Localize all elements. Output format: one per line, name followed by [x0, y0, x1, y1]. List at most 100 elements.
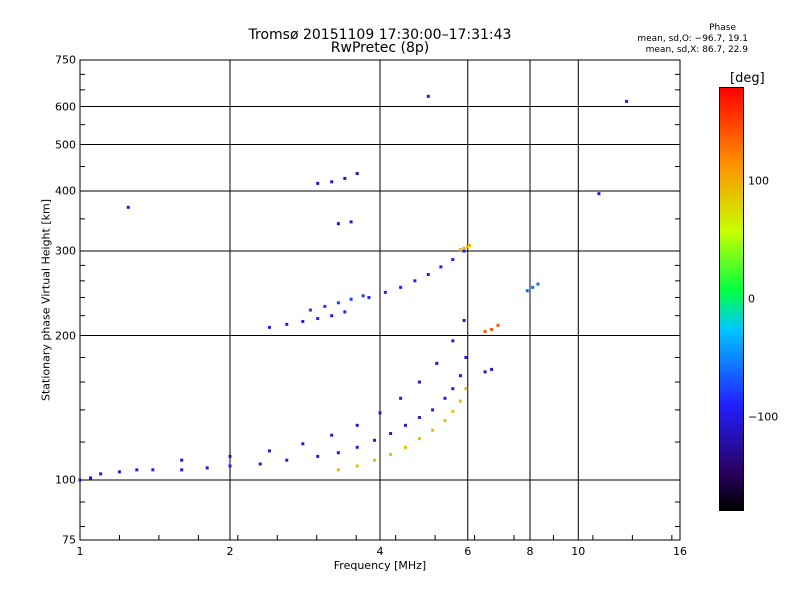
x-axis-label: Frequency [MHz] [333, 559, 427, 572]
data-point [413, 279, 417, 283]
data-point [417, 437, 421, 441]
x-tick-label: 1 [76, 545, 84, 558]
colorbar-tick-label: −100 [748, 410, 779, 424]
y-tick-label: 75 [62, 533, 76, 547]
data-point [373, 458, 377, 462]
data-point [135, 468, 139, 472]
data-point [403, 423, 407, 427]
data-point [451, 339, 455, 343]
data-point [458, 374, 462, 378]
data-point [228, 464, 232, 468]
data-point [597, 192, 601, 196]
data-point [285, 458, 289, 462]
data-point [330, 180, 334, 184]
data-point [466, 245, 470, 249]
data-point [316, 181, 320, 185]
data-point [78, 478, 82, 482]
data-point [458, 248, 462, 252]
data-point [451, 258, 455, 262]
data-point [343, 176, 347, 180]
data-point [330, 433, 334, 437]
data-point [451, 409, 455, 413]
y-tick-label: 600 [55, 100, 76, 114]
data-point [89, 476, 93, 480]
data-point [462, 318, 466, 322]
data-point [496, 323, 500, 327]
data-point [389, 432, 393, 436]
x-tick-label: 16 [673, 545, 687, 558]
data-point [336, 468, 340, 472]
y-tick-label: 400 [55, 184, 76, 198]
data-point [378, 411, 382, 415]
data-point [355, 445, 359, 449]
data-point [343, 310, 347, 314]
x-tick-label: 10 [571, 545, 586, 558]
data-point [151, 468, 155, 472]
data-point [267, 449, 271, 453]
data-point [367, 296, 371, 300]
data-point [349, 220, 353, 224]
data-point [258, 462, 262, 466]
data-point [426, 94, 430, 98]
data-point [417, 415, 421, 419]
data-point [336, 222, 340, 226]
data-point [301, 319, 305, 323]
data-point [228, 454, 232, 458]
data-point [383, 290, 387, 294]
data-point [308, 308, 312, 312]
data-point [180, 468, 184, 472]
data-point [361, 294, 365, 298]
data-point [267, 325, 271, 329]
data-point [117, 470, 121, 474]
y-axis-label: Stationary phase Virtual Height [km] [39, 198, 53, 402]
data-point [389, 453, 393, 457]
data-point [483, 329, 487, 333]
data-point [323, 304, 327, 308]
data-point [536, 282, 540, 286]
data-point [336, 451, 340, 455]
data-point [403, 445, 407, 449]
data-point [399, 396, 403, 400]
chart-subtitle: RwPretec (8p) [330, 40, 430, 56]
data-point [399, 285, 403, 289]
data-point [373, 438, 377, 442]
data-point [330, 314, 334, 318]
data-point [355, 423, 359, 427]
y-tick-label: 200 [55, 329, 76, 343]
phase-colorbar [719, 87, 744, 511]
data-point [205, 466, 209, 470]
phase-stats-o-mode: mean, sd,O: −96.7, 19.1 [637, 34, 748, 44]
data-point [525, 289, 529, 293]
data-point [451, 387, 455, 391]
data-point [355, 464, 359, 468]
data-point [439, 265, 443, 269]
data-point [316, 317, 320, 321]
data-point [180, 458, 184, 462]
data-point [462, 246, 466, 250]
data-point [349, 297, 353, 301]
data-point [355, 172, 359, 176]
data-point [301, 442, 305, 446]
data-point [435, 361, 439, 365]
data-point [462, 249, 466, 253]
data-point [490, 327, 494, 331]
data-point [316, 454, 320, 458]
data-point [464, 355, 468, 359]
data-point [426, 273, 430, 277]
x-tick-label: 6 [464, 545, 472, 558]
x-tick-label: 8 [526, 545, 534, 558]
data-point [443, 419, 447, 423]
data-point [531, 285, 535, 289]
data-point [285, 322, 289, 326]
data-point [443, 396, 447, 400]
colorbar-unit-label: [deg] [730, 71, 765, 86]
data-point [490, 367, 494, 371]
data-point [458, 399, 462, 403]
data-point [99, 472, 103, 476]
data-point [417, 380, 421, 384]
chart-title: Tromsø 20151109 17:30:00–17:31:43 [248, 27, 512, 43]
data-point [464, 387, 468, 391]
y-tick-label: 500 [55, 138, 76, 152]
y-tick-label: 300 [55, 244, 76, 258]
